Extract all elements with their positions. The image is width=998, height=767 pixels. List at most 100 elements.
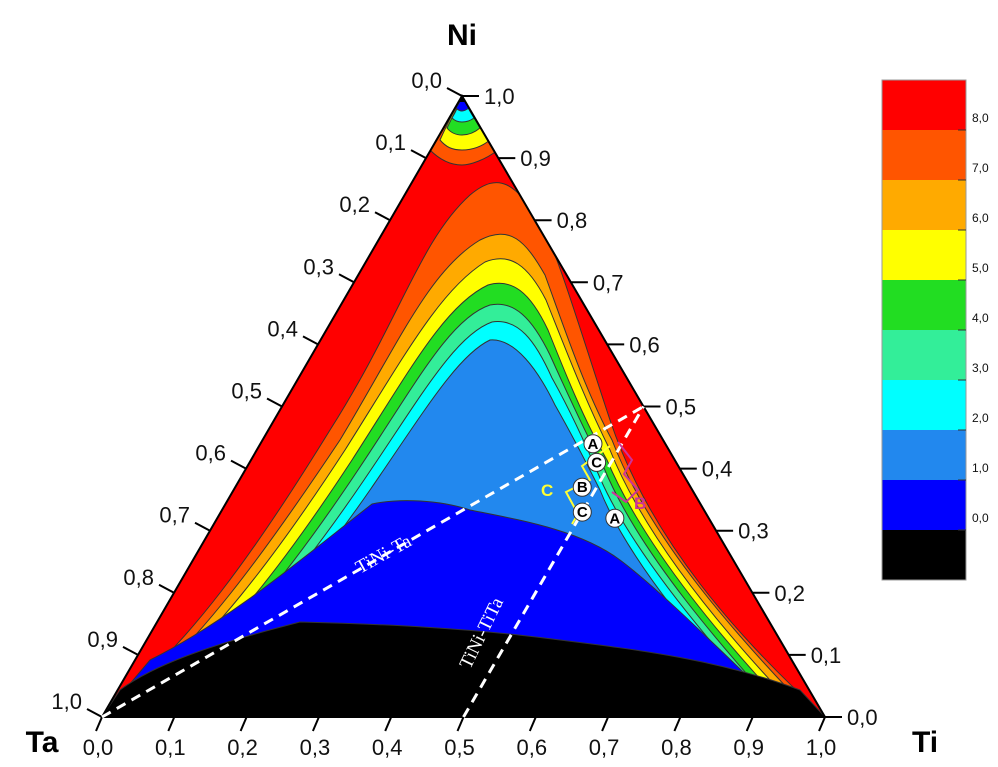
left-tick-label: 1,0 bbox=[51, 689, 82, 714]
bracket-magenta bbox=[611, 441, 640, 504]
right-tick-label: 1,0 bbox=[484, 84, 515, 109]
section-line bbox=[462, 405, 645, 718]
left-tick-label: 0,9 bbox=[87, 627, 118, 652]
point-marker: B bbox=[572, 477, 592, 497]
right-tick-label: 0,8 bbox=[557, 208, 588, 233]
section-line bbox=[101, 405, 645, 719]
vertex-label-ti: Ti bbox=[912, 726, 938, 759]
left-tick bbox=[122, 646, 139, 656]
contour-field bbox=[102, 96, 825, 717]
bottom-tick-label: 0,1 bbox=[155, 735, 186, 760]
point-marker-label: B bbox=[577, 479, 588, 496]
colorbar-label: 7,0 bbox=[972, 161, 989, 175]
left-tick-label: 0,0 bbox=[411, 68, 442, 93]
bottom-tick bbox=[601, 716, 610, 732]
left-tick bbox=[302, 335, 319, 346]
bottom-tick bbox=[311, 716, 320, 732]
left-tick bbox=[230, 459, 247, 470]
colorbar-label: 0,0 bbox=[972, 511, 989, 525]
right-tick-label: 0,6 bbox=[629, 332, 660, 357]
bottom-tick bbox=[384, 716, 393, 732]
point-markers: A A BC C bbox=[572, 434, 625, 528]
colorbar-segment bbox=[882, 430, 966, 480]
bottom-tick-label: 0,2 bbox=[227, 735, 258, 760]
bottom-tick-label: 0,5 bbox=[444, 735, 475, 760]
bottom-tick bbox=[528, 716, 537, 732]
right-tick-label: 0,0 bbox=[847, 705, 878, 730]
left-tick bbox=[194, 521, 211, 532]
left-tick-label: 0,5 bbox=[231, 379, 262, 404]
point-marker-label: A bbox=[609, 510, 620, 527]
bottom-tick-label: 0,4 bbox=[372, 735, 403, 760]
left-tick bbox=[86, 708, 103, 718]
colorbar-label: 4,0 bbox=[972, 311, 989, 325]
right-axis: 1,0 0,9 0,8 0,7 0,6 0,5 0,4 0,3 0,2 0,1 0,0 bbox=[462, 84, 878, 730]
point-marker: C bbox=[587, 452, 607, 472]
bottom-tick-label: 0,7 bbox=[589, 735, 620, 760]
colorbar-segment bbox=[882, 130, 966, 180]
contour-band-below-0 bbox=[102, 621, 825, 717]
colorbar-label: 2,0 bbox=[972, 411, 989, 425]
right-tick-label: 0,1 bbox=[811, 643, 842, 668]
point-marker-circle bbox=[572, 477, 592, 497]
point-marker: C bbox=[572, 502, 592, 522]
colorbar-label: 1,0 bbox=[972, 461, 989, 475]
point-marker-label: C bbox=[591, 454, 602, 471]
colorbar-segment bbox=[882, 330, 966, 380]
right-tick-label: 0,5 bbox=[666, 395, 697, 420]
point-marker-label: A bbox=[588, 436, 599, 453]
bottom-tick bbox=[456, 716, 465, 732]
left-tick bbox=[266, 397, 283, 408]
left-tick-label: 0,2 bbox=[339, 192, 370, 217]
colorbar-label: 8,0 bbox=[972, 111, 989, 125]
colorbar-segment bbox=[882, 380, 966, 430]
left-tick bbox=[374, 211, 391, 222]
bottom-tick-label: 0,3 bbox=[300, 735, 331, 760]
bottom-tick-label: 0,8 bbox=[661, 735, 692, 760]
bottom-tick-label: 0,9 bbox=[733, 735, 764, 760]
right-tick-label: 0,2 bbox=[774, 581, 805, 606]
colorbar-segment bbox=[882, 480, 966, 530]
left-tick-label: 0,1 bbox=[375, 130, 406, 155]
point-marker-circle bbox=[583, 434, 603, 454]
left-tick-label: 0,8 bbox=[123, 565, 154, 590]
right-tick-label: 0,7 bbox=[593, 270, 624, 295]
right-tick-label: 0,4 bbox=[702, 457, 733, 482]
bottom-tick bbox=[167, 716, 176, 732]
bottom-tick-label: 0,0 bbox=[83, 735, 114, 760]
bottom-axis: 0,0 0,1 0,2 0,3 0,4 0,5 0,6 0,7 0,8 0,9 1,0 bbox=[83, 716, 837, 760]
point-marker-label: C bbox=[577, 504, 588, 521]
vertex-label-ni: Ni bbox=[447, 19, 477, 52]
colorbar-label: 3,0 bbox=[972, 361, 989, 375]
left-tick bbox=[410, 149, 427, 159]
left-tick-label: 0,3 bbox=[303, 254, 334, 279]
left-tick-label: 0,4 bbox=[267, 316, 298, 341]
vertex-label-ta: Ta bbox=[26, 726, 59, 759]
bottom-tick bbox=[818, 716, 826, 732]
colorbar-segment bbox=[882, 230, 966, 280]
point-marker-circle bbox=[587, 452, 607, 472]
left-tick-label: 0,6 bbox=[195, 441, 226, 466]
point-marker-circle bbox=[572, 502, 592, 522]
colorbar-segment bbox=[882, 180, 966, 230]
colorbar-label: 5,0 bbox=[972, 261, 989, 275]
colorbar-segment bbox=[882, 280, 966, 330]
colorbar-segment bbox=[882, 80, 966, 130]
right-tick-label: 0,3 bbox=[738, 519, 769, 544]
bottom-tick-label: 0,6 bbox=[517, 735, 548, 760]
colorbar-segment bbox=[882, 530, 966, 580]
bottom-tick-label: 1,0 bbox=[806, 735, 837, 760]
colorbar-label: 6,0 bbox=[972, 211, 989, 225]
point-marker: A bbox=[583, 434, 603, 454]
left-tick bbox=[158, 583, 175, 594]
left-axis: 0,0 0,1 0,2 0,3 0,4 0,5 0,6 0,7 0,8 0,9 1,0 bbox=[51, 68, 463, 718]
right-tick-label: 0,9 bbox=[520, 146, 551, 171]
bracket-label-b: B bbox=[634, 494, 646, 513]
bracket-label-c: C bbox=[541, 481, 553, 500]
section-lines bbox=[101, 405, 645, 719]
point-marker: A bbox=[605, 508, 625, 528]
left-tick-label: 0,7 bbox=[159, 503, 190, 528]
bottom-tick bbox=[673, 716, 682, 732]
bottom-tick bbox=[95, 716, 103, 732]
